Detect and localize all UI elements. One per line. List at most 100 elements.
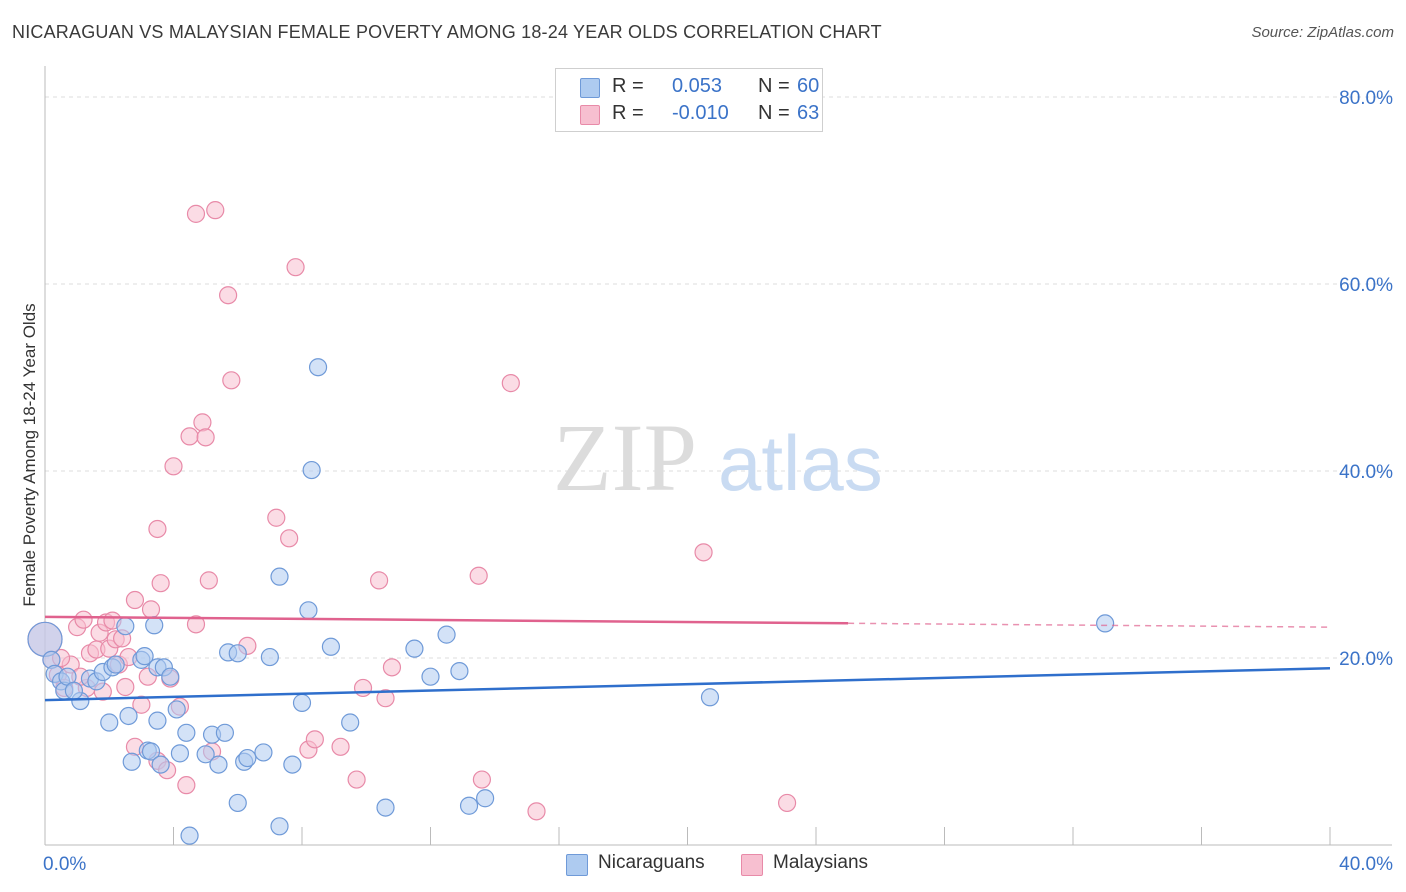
malaysian-point (305, 730, 324, 749)
malaysian-point (347, 770, 366, 789)
chart-title: NICARAGUAN VS MALAYSIAN FEMALE POVERTY A… (12, 22, 882, 42)
nicaraguan-point (215, 723, 234, 742)
malaysian-trend-extension (848, 622, 1331, 628)
nicaraguan-point (228, 793, 247, 813)
nicaraguan-point (119, 706, 138, 726)
malaysian-point (206, 201, 225, 220)
malaysian-point (132, 695, 151, 714)
nicaraguan-point (459, 796, 479, 815)
malaysian-point (148, 519, 167, 539)
nicaraguan-point (167, 700, 186, 719)
y-tick-label: 80.0% (1339, 88, 1393, 109)
nicaraguan-point (170, 744, 190, 763)
bottom-legend-swatch-blue (566, 854, 588, 876)
nicaraguan-point (376, 798, 395, 817)
malaysian-point (219, 286, 238, 305)
nicaraguan-point (116, 617, 135, 636)
malaysian-point (74, 610, 93, 629)
malaysian-point (186, 615, 206, 634)
nicaraguan-point (321, 637, 341, 656)
nicaraguan-point (254, 743, 273, 762)
nicaraguan-point (260, 647, 279, 667)
bottom-legend-label: Malaysians (773, 852, 869, 873)
legend-swatch-blue (580, 78, 600, 98)
nicaraguan-point (405, 639, 424, 658)
malaysian-point (164, 457, 183, 476)
malaysian-point (777, 793, 797, 813)
nicaraguan-point (1096, 614, 1115, 633)
x-tick-label: 40.0% (1339, 854, 1393, 875)
legend-r-value: 0.053 (672, 75, 723, 97)
tick-labels: 20.0% 40.0% 60.0% 80.0% 0.0% 40.0% (43, 88, 1393, 875)
y-tick-label: 60.0% (1339, 275, 1393, 296)
y-tick-label: 20.0% (1339, 649, 1393, 670)
nicaraguan-point (122, 752, 141, 771)
nicaraguan-point (238, 748, 257, 768)
grid-lines (45, 96, 1392, 659)
malaysian-point (527, 802, 546, 821)
malaysian-point (376, 689, 395, 708)
nicaraguan-point (148, 711, 167, 730)
source-label: Source: ZipAtlas.com (1251, 24, 1394, 41)
legend-r-value: -0.010 (672, 102, 729, 124)
malaysian-point (267, 508, 286, 527)
nicaraguan-point (700, 688, 720, 707)
malaysian-point (370, 571, 389, 590)
malaysian-point (501, 374, 520, 393)
malaysian-point (199, 571, 218, 590)
legend-n-value: 63 (797, 102, 820, 124)
malaysian-point (151, 574, 170, 593)
series-nicaraguans (27, 358, 1115, 845)
nicaraguan-point (270, 567, 289, 586)
nicaraguan-point (341, 713, 360, 732)
malaysian-point (125, 590, 145, 610)
nicaraguan-trend-line (44, 667, 1331, 702)
bottom-legend-label: Nicaraguans (598, 852, 705, 873)
nicaraguan-point (177, 723, 196, 742)
legend-swatch-pink (580, 105, 600, 125)
nicaraguan-point (151, 755, 170, 774)
malaysian-point (141, 600, 161, 619)
nicaraguan-point (106, 655, 125, 674)
malaysian-trend-line (44, 615, 849, 625)
nicaraguan-point (145, 616, 164, 635)
malaysian-point (116, 677, 135, 697)
malaysian-point (222, 371, 241, 390)
nicaraguan-point (292, 693, 312, 712)
nicaraguan-point (64, 681, 84, 700)
axes (44, 66, 1392, 846)
malaysian-point (193, 413, 212, 432)
nicaraguan-point (196, 745, 215, 764)
nicaraguan-point (302, 460, 321, 480)
nicaraguan-point (308, 358, 328, 377)
legend-r-label: R = (612, 75, 644, 97)
nicaraguan-point (180, 826, 199, 845)
nicaraguan-point (270, 817, 289, 836)
legend-n-label: N = (758, 102, 790, 124)
nicaraguan-point (228, 644, 247, 663)
malaysian-point (177, 776, 196, 795)
malaysian-point (353, 678, 373, 698)
malaysian-point (186, 204, 206, 223)
nicaraguan-point (27, 621, 63, 657)
nicaraguan-point (299, 601, 318, 620)
nicaraguan-point (100, 713, 119, 732)
nicaraguan-point (450, 661, 469, 681)
nicaraguan-point (135, 647, 154, 666)
nicaraguan-point (421, 667, 440, 686)
malaysian-point (694, 543, 713, 562)
trend-lines (44, 615, 1331, 702)
malaysian-point (280, 529, 299, 548)
legend: R = 0.053 N = 60 R = -0.010 N = 63 (555, 68, 823, 132)
watermark-atlas: atlas (718, 419, 883, 507)
nicaraguan-point (283, 755, 302, 774)
nicaraguan-point (141, 742, 161, 761)
malaysian-point (382, 658, 402, 677)
watermark-zip: ZIP (553, 404, 697, 511)
legend-n-value: 60 (797, 75, 820, 97)
bottom-legend-swatch-pink (741, 854, 763, 876)
legend-n-label: N = (758, 75, 790, 97)
malaysian-point (196, 428, 215, 447)
nicaraguan-point (209, 755, 228, 774)
